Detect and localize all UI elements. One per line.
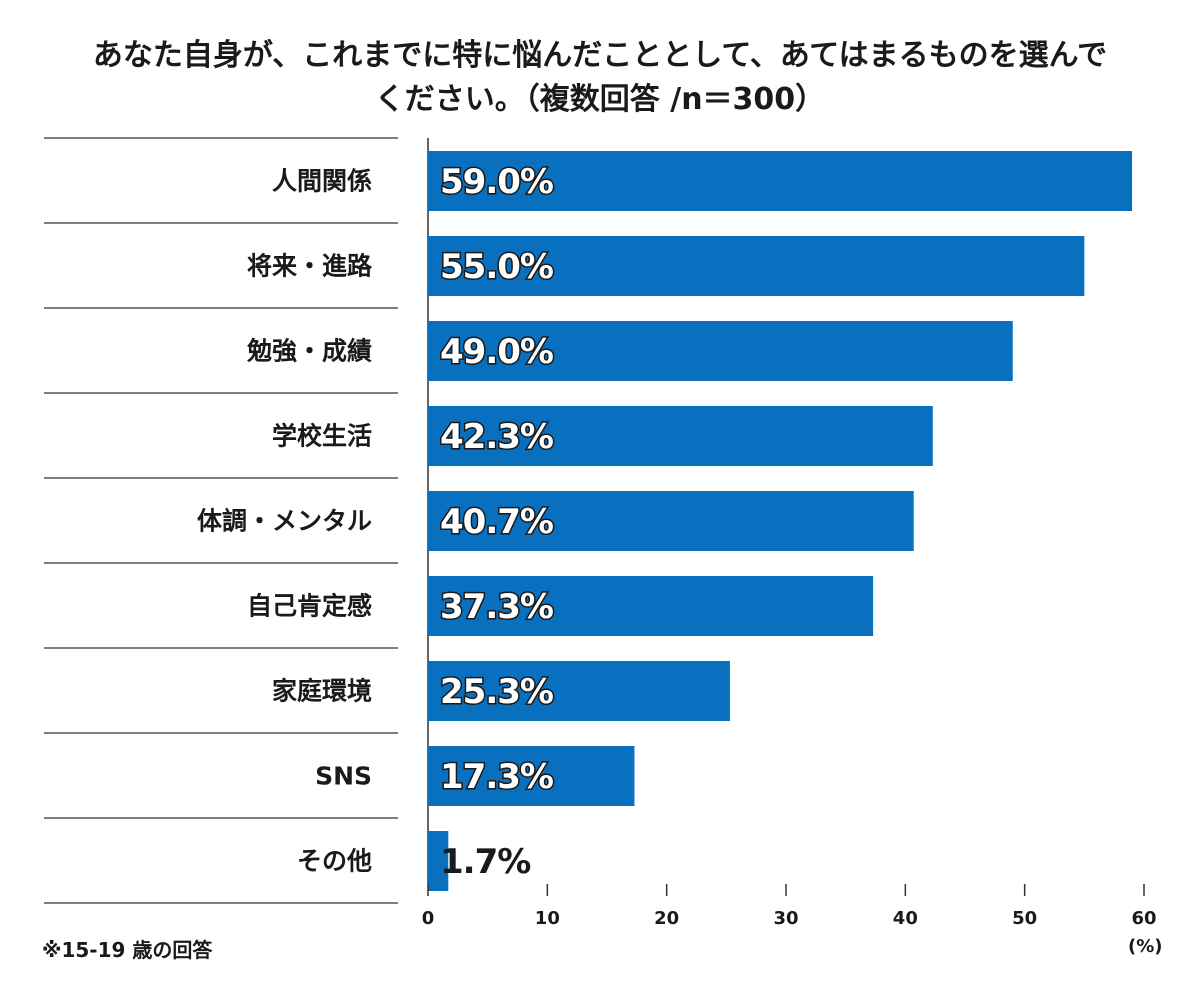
category-label: 学校生活: [272, 422, 372, 451]
category-label: 将来・進路: [247, 252, 373, 281]
x-axis-unit-label: (%): [1128, 936, 1163, 957]
bar: [428, 151, 1133, 211]
chart-title: あなた自身が、これまでに特に悩んだこととして、あてはまるものを選んで ください。…: [40, 34, 1160, 122]
x-tick-label: 60: [1131, 908, 1156, 929]
bar: [428, 236, 1085, 296]
bar: [428, 576, 874, 636]
category-label: 勉強・成績: [246, 337, 372, 366]
category-label: 体調・メンタル: [197, 507, 372, 536]
bar: [428, 321, 1013, 381]
bar: [428, 661, 730, 721]
category-label: SNS: [315, 762, 372, 791]
value-label: 17.3%: [440, 757, 553, 797]
footnote: ※15-19 歳の回答: [42, 938, 213, 962]
x-tick-label: 20: [654, 908, 679, 929]
x-tick-label: 40: [893, 908, 918, 929]
value-label: 25.3%: [440, 672, 553, 712]
value-label: 59.0%: [440, 162, 553, 202]
x-tick-label: 50: [1012, 908, 1037, 929]
value-label: 37.3%: [440, 587, 553, 627]
category-label: 自己肯定感: [247, 592, 372, 621]
category-label: 人間関係: [272, 167, 372, 196]
bar: [428, 831, 449, 891]
chart-title-line-2: ください。（複数回答 /n＝300）: [374, 82, 826, 117]
value-label: 55.0%: [440, 247, 553, 287]
category-label: その他: [297, 847, 372, 876]
bar: [428, 406, 933, 466]
value-label: 49.0%: [440, 332, 553, 372]
value-label: 40.7%: [440, 502, 553, 542]
category-label: 家庭環境: [272, 677, 372, 706]
value-label: 1.7%: [440, 842, 530, 882]
bar: [428, 491, 914, 551]
bar: [428, 746, 635, 806]
x-tick-label: 0: [422, 908, 435, 929]
value-label: 42.3%: [440, 417, 553, 457]
chart-title-line-1: あなた自身が、これまでに特に悩んだこととして、あてはまるものを選んで: [92, 38, 1108, 73]
x-tick-label: 30: [773, 908, 798, 929]
x-tick-label: 10: [535, 908, 560, 929]
